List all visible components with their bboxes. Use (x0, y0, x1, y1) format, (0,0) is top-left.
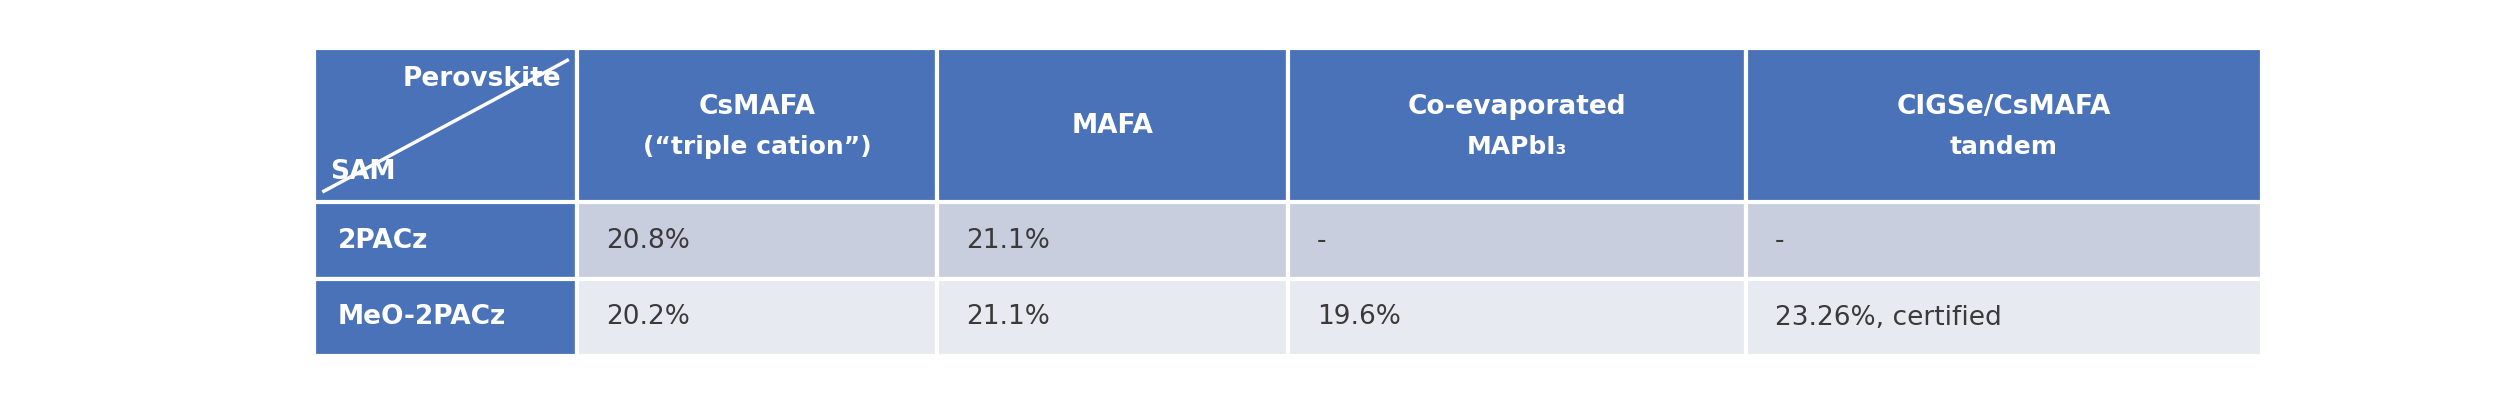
FancyBboxPatch shape (314, 279, 578, 356)
FancyBboxPatch shape (1289, 279, 1747, 356)
Text: SAM: SAM (329, 159, 395, 185)
Text: 23.26%, certified: 23.26%, certified (1774, 304, 2000, 330)
Text: CIGSe/CsMAFA: CIGSe/CsMAFA (1897, 94, 2111, 120)
Text: Perovskite: Perovskite (402, 66, 560, 92)
Text: 19.6%: 19.6% (1317, 304, 1402, 330)
FancyBboxPatch shape (937, 202, 1289, 279)
FancyBboxPatch shape (1289, 48, 1747, 204)
FancyBboxPatch shape (578, 202, 937, 279)
Text: Co-evaporated: Co-evaporated (1407, 94, 1626, 120)
FancyBboxPatch shape (1747, 48, 2262, 204)
FancyBboxPatch shape (314, 48, 578, 204)
Text: CsMAFA: CsMAFA (699, 94, 817, 120)
FancyBboxPatch shape (937, 279, 1289, 356)
Text: 20.2%: 20.2% (606, 304, 691, 330)
FancyBboxPatch shape (937, 48, 1289, 204)
FancyBboxPatch shape (1747, 202, 2262, 279)
Text: -: - (1774, 228, 1784, 254)
FancyBboxPatch shape (578, 48, 937, 204)
Text: -: - (1317, 228, 1327, 254)
Text: MAFA: MAFA (1071, 113, 1153, 139)
FancyBboxPatch shape (1747, 279, 2262, 356)
Text: MeO-2PACz: MeO-2PACz (337, 304, 505, 330)
Text: 21.1%: 21.1% (968, 304, 1050, 330)
Text: (“triple cation”): (“triple cation”) (643, 135, 872, 159)
Text: MAPbI₃: MAPbI₃ (1468, 135, 1568, 159)
FancyBboxPatch shape (314, 202, 578, 279)
Text: tandem: tandem (1950, 135, 2058, 159)
Text: 2PACz: 2PACz (337, 228, 427, 254)
Text: 21.1%: 21.1% (968, 228, 1050, 254)
Text: 20.8%: 20.8% (606, 228, 691, 254)
FancyBboxPatch shape (1289, 202, 1747, 279)
FancyBboxPatch shape (578, 279, 937, 356)
